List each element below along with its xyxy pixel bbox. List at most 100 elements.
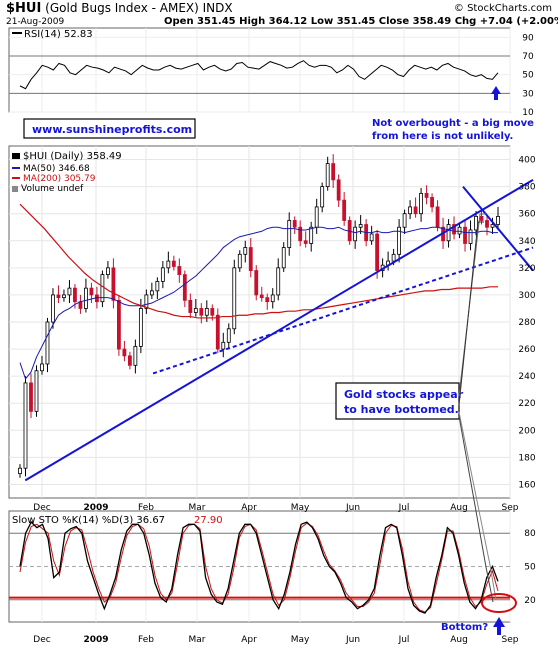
month-label: Dec (33, 503, 50, 513)
sto-k-line (19, 521, 499, 614)
price-candle (215, 314, 220, 350)
price-legend: $HUI (Daily) 358.49 MA(50) 346.68 MA(200… (12, 151, 122, 194)
bottom-circle (481, 593, 517, 613)
price-candle (149, 290, 154, 296)
price-y-tick: 380 (518, 183, 535, 193)
price-candle (490, 224, 495, 228)
price-candle (402, 213, 407, 228)
price-candle (100, 274, 105, 303)
price-candle (160, 267, 165, 282)
price-candle (232, 267, 237, 330)
price-candle (314, 206, 319, 228)
price-candle (424, 192, 429, 198)
ma50-legend-swatch (12, 167, 20, 169)
price-y-tick: 260 (518, 345, 535, 355)
price-candle (210, 308, 215, 316)
ticker-symbol: $HUI (6, 1, 42, 16)
axis-labels: 160 180 200 220 240 260 280 300 320 340 360 380 400 D… (33, 33, 536, 645)
price-candle (435, 206, 440, 228)
price-candle (292, 220, 297, 228)
month-label: Feb (138, 635, 154, 645)
price-candle (84, 287, 88, 309)
website-box (23, 118, 196, 139)
price-candle (485, 220, 489, 228)
rsi-line (19, 60, 499, 90)
price-candle (303, 240, 308, 244)
callout-pointers (458, 213, 497, 603)
price-candle (144, 294, 149, 309)
price-candle (496, 215, 500, 225)
month-label: Jul (398, 503, 410, 513)
price-candle (171, 260, 176, 267)
gold-note-line1: Gold stocks appear (344, 388, 464, 401)
price-candle (122, 348, 127, 357)
price-candle (67, 287, 72, 296)
price-candle (265, 297, 270, 303)
price-y-tick: 320 (518, 264, 535, 274)
trendline (462, 185, 534, 272)
ma50-legend-label: MA(50) 346.68 (23, 164, 90, 174)
month-label: Sep (502, 635, 519, 645)
price-candle (73, 287, 77, 303)
price-y-tick: 160 (518, 480, 535, 490)
sto-y-tick: 20 (524, 596, 536, 606)
price-candle (23, 382, 28, 469)
price-y-tick: 280 (518, 318, 535, 328)
price-candle (298, 226, 303, 242)
price-candle (221, 341, 226, 350)
price-candle (18, 467, 22, 475)
price-candle (34, 370, 39, 412)
month-label: 2009 (83, 503, 108, 513)
sto-legend: Slow STO %K(14) %D(3) 36.67 27.90 (12, 515, 223, 526)
price-candle (419, 192, 423, 215)
bottom-note: Bottom? (441, 622, 488, 633)
sto-panel (8, 510, 511, 623)
chart-date: 21-Aug-2009 (6, 17, 65, 27)
ohlc-readout: Open 351.45 High 364.12 Low 351.45 Close… (164, 16, 558, 27)
price-candle (468, 229, 473, 244)
rsi-plot (19, 60, 499, 90)
price-candle (325, 163, 330, 188)
price-candle (336, 179, 341, 201)
price-candle (204, 308, 209, 316)
website-label: www.sunshineprofits.com (32, 123, 192, 136)
price-legend-label: $HUI (Daily) 358.49 (23, 151, 122, 162)
month-label: Mar (189, 503, 206, 513)
gold-note-box (335, 382, 460, 420)
price-candle (479, 215, 484, 221)
price-candle (463, 226, 467, 244)
price-candle (182, 274, 187, 301)
price-candle (193, 308, 198, 313)
price-candle (51, 294, 55, 323)
price-candle (45, 321, 50, 365)
sto-legend-d: 27.90 (194, 515, 223, 526)
pointer-to-price-shadow (458, 221, 484, 406)
month-label: Feb (138, 503, 154, 513)
price-candle (413, 206, 418, 215)
month-label: Aug (450, 503, 468, 513)
price-candle (111, 267, 116, 301)
price-candle (155, 280, 160, 292)
trendline (152, 246, 534, 375)
month-label: Dec (33, 635, 50, 645)
month-label: Jun (345, 635, 360, 645)
price-y-tick: 220 (518, 399, 535, 409)
price-legend-swatch (12, 153, 20, 159)
up-arrow-icon (493, 617, 505, 635)
rsi-y-tick: 10 (522, 108, 534, 118)
price-candle (56, 294, 61, 299)
pointer-to-sto (458, 411, 497, 601)
price-candle (188, 299, 193, 313)
price-candle (375, 233, 380, 271)
month-label: Mar (189, 635, 206, 645)
rsi-y-tick: 30 (522, 89, 534, 99)
price-candle (320, 186, 325, 208)
price-candle (430, 197, 434, 208)
rsi-legend-label: RSI(14) 52.83 (24, 29, 93, 40)
price-candle (127, 355, 132, 366)
month-label: 2009 (83, 635, 108, 645)
sto-y-tick: 50 (524, 563, 536, 573)
price-plot (18, 154, 534, 482)
price-candle (226, 328, 231, 343)
price-candle (276, 267, 281, 296)
